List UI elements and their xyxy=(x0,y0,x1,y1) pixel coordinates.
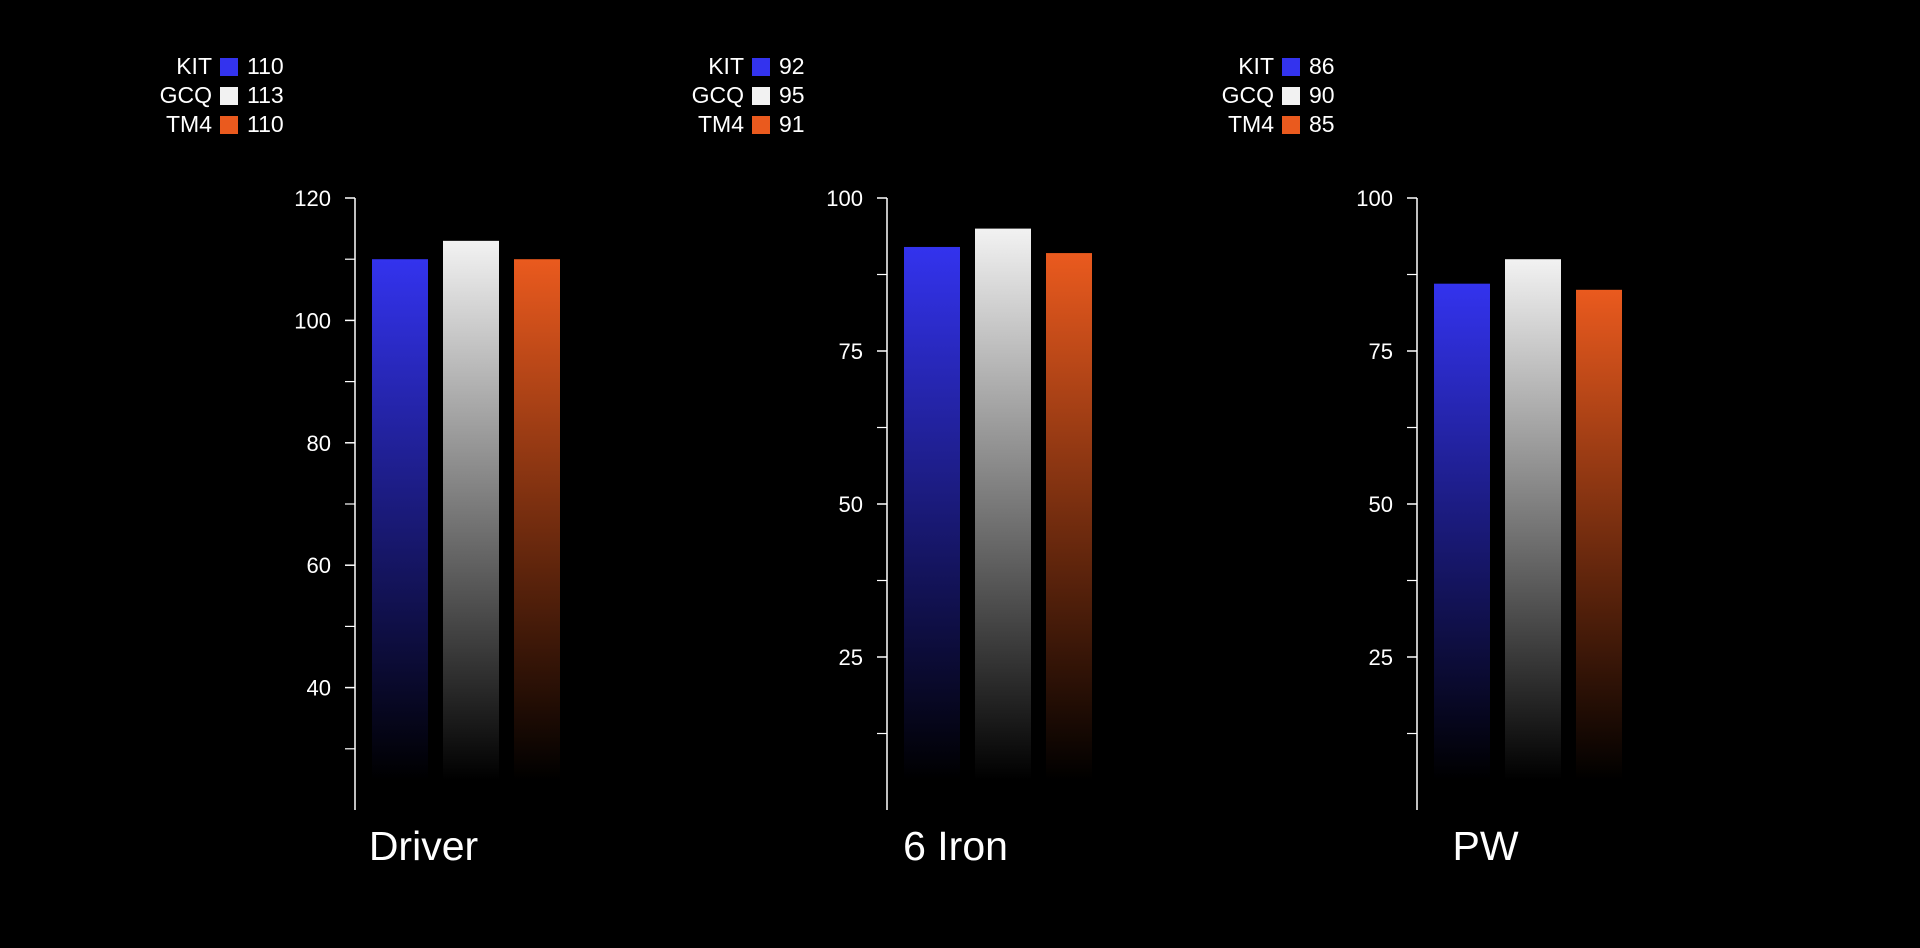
y-tick-label: 100 xyxy=(1356,186,1393,211)
legend-value: 95 xyxy=(779,82,805,108)
legend-swatch xyxy=(1282,57,1300,76)
legend-entry-tm4: TM4 110 xyxy=(110,110,410,139)
legend-entry-kit: KIT 92 xyxy=(642,52,942,81)
legend-swatch xyxy=(1282,115,1300,134)
bar-gcq xyxy=(975,228,1031,781)
bar-chart: 120 100 80 60 40 xyxy=(294,186,560,810)
legend-swatch xyxy=(220,86,238,105)
legend-label: GCQ xyxy=(691,82,744,108)
legend-value: 85 xyxy=(1309,111,1335,137)
y-tick-label: 50 xyxy=(1369,492,1393,517)
bar-kit xyxy=(372,259,428,780)
legend-swatch xyxy=(1282,86,1300,105)
y-tick-label: 40 xyxy=(307,676,331,701)
legend-label: TM4 xyxy=(166,111,212,137)
legend-swatch xyxy=(752,86,770,105)
legend-label: KIT xyxy=(176,53,212,79)
bar-kit xyxy=(904,246,960,780)
legend-swatch xyxy=(752,57,770,76)
y-tick-label: 75 xyxy=(1369,339,1393,364)
category-label: 6 Iron xyxy=(903,823,1008,869)
chart-panel-pw: KIT 86 GCQ 90 TM4 85 100 75 50 25 PW xyxy=(1062,0,1622,948)
legend-label: KIT xyxy=(1238,53,1274,79)
y-tick-label: 100 xyxy=(294,308,331,333)
legend: KIT 110 GCQ 113 TM4 110 xyxy=(110,52,410,139)
y-tick-label: 75 xyxy=(839,339,863,364)
category-label: Driver xyxy=(368,823,479,869)
legend-value: 110 xyxy=(247,111,284,137)
bar-kit xyxy=(1434,283,1490,780)
legend-value: 91 xyxy=(779,111,805,137)
legend-label: KIT xyxy=(708,53,744,79)
y-tick-label: 25 xyxy=(839,645,863,670)
legend-value: 86 xyxy=(1309,53,1335,79)
y-tick-label: 25 xyxy=(1369,645,1393,670)
legend-label: TM4 xyxy=(1228,111,1274,137)
legend-swatch xyxy=(752,115,770,134)
y-tick-label: 60 xyxy=(307,553,331,578)
legend-value: 110 xyxy=(247,53,284,79)
chart-panel-driver: KIT 110 GCQ 113 TM4 110 120 100 80 60 40 Driver xyxy=(0,0,560,948)
bar-chart: 100 75 50 25 xyxy=(1356,186,1622,810)
legend-label: GCQ xyxy=(1221,82,1274,108)
legend-label: GCQ xyxy=(159,82,212,108)
legend-value: 90 xyxy=(1309,82,1335,108)
legend-swatch xyxy=(220,115,238,134)
y-tick-label: 100 xyxy=(826,186,863,211)
legend-entry-kit: KIT 86 xyxy=(1172,52,1472,81)
legend-label: TM4 xyxy=(698,111,744,137)
legend-entry-gcq: GCQ 95 xyxy=(642,81,942,110)
legend-entry-gcq: GCQ 90 xyxy=(1172,81,1472,110)
legend: KIT 86 GCQ 90 TM4 85 xyxy=(1172,52,1472,139)
legend-entry-tm4: TM4 91 xyxy=(642,110,942,139)
y-tick-label: 120 xyxy=(294,186,331,211)
legend-entry-tm4: TM4 85 xyxy=(1172,110,1472,139)
bar-chart: 100 75 50 25 xyxy=(826,186,1092,810)
y-tick-label: 50 xyxy=(839,492,863,517)
bar-gcq xyxy=(1505,259,1561,780)
bar-tm4 xyxy=(514,259,560,780)
legend-entry-gcq: GCQ 113 xyxy=(110,81,410,110)
legend-value: 92 xyxy=(779,53,805,79)
y-tick-label: 80 xyxy=(307,431,331,456)
category-label: PW xyxy=(1452,823,1519,869)
chart-panel-6-iron: KIT 92 GCQ 95 TM4 91 100 75 50 25 6 Iron xyxy=(532,0,1092,948)
bar-tm4 xyxy=(1046,253,1092,780)
bar-tm4 xyxy=(1576,289,1622,780)
legend-swatch xyxy=(220,57,238,76)
legend-entry-kit: KIT 110 xyxy=(110,52,410,81)
legend: KIT 92 GCQ 95 TM4 91 xyxy=(642,52,942,139)
legend-value: 113 xyxy=(247,82,284,108)
bar-gcq xyxy=(443,240,499,781)
